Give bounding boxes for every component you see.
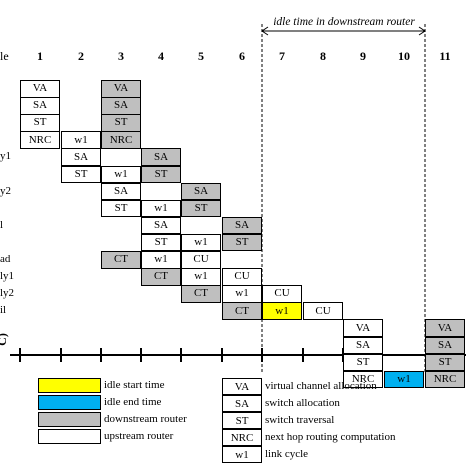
pipeline-cell: ST: [61, 165, 101, 184]
pipeline-cell: w1: [181, 233, 221, 252]
cycle-header-4: 4: [158, 49, 164, 63]
legend-abbr-label: link cycle: [265, 448, 309, 460]
pipeline-cell: ST: [101, 199, 141, 218]
legend-abbr-label: switch traversal: [265, 414, 335, 426]
axis-label: C): [0, 333, 9, 346]
legend-label: upstream router: [104, 430, 174, 442]
pipeline-cell: ST: [343, 353, 383, 372]
legend-abbr-label: virtual channel allocation: [265, 380, 377, 392]
row-label: l: [0, 218, 4, 231]
legend-label: idle start time: [104, 379, 165, 391]
pipeline-cell: VA: [20, 80, 60, 98]
pipeline-cell: CT: [222, 302, 262, 320]
pipeline-cell: w1: [141, 199, 181, 218]
pipeline-cell: ST: [181, 199, 221, 218]
legend-abbr-box: SA: [222, 395, 262, 412]
pipeline-cell: ST: [141, 233, 181, 252]
cycle-header-2: 2: [78, 49, 84, 63]
pipeline-cell: NRC: [343, 370, 383, 389]
pipeline-cell: w1: [101, 165, 141, 184]
pipeline-cell: ST: [141, 165, 181, 184]
legend-swatch: [38, 395, 101, 410]
cycle-header-8: 8: [320, 49, 326, 63]
pipeline-cell: CU: [222, 268, 262, 286]
legend-abbr-box: VA: [222, 378, 262, 395]
legend-abbr-label: next hop routing computation: [265, 431, 396, 443]
pipeline-cell: SA: [343, 336, 383, 355]
pipeline-cell: w1: [61, 131, 101, 149]
idle-time-banner: idle time in downstream router: [273, 16, 415, 28]
cycle-header-10: 10: [398, 49, 410, 63]
pipeline-cell: SA: [425, 336, 465, 355]
pipeline-cell: SA: [141, 148, 181, 166]
cycle-header-11: 11: [439, 49, 451, 63]
pipeline-cell: w1: [181, 268, 221, 286]
pipeline-cell: CT: [141, 268, 181, 286]
cycle-header-5: 5: [198, 49, 204, 63]
legend-abbr-box: w1: [222, 446, 262, 463]
cycle-header-7: 7: [279, 49, 285, 63]
pipeline-cell: NRC: [101, 131, 141, 149]
pipeline-cell: SA: [141, 216, 181, 235]
pipeline-cell: ST: [222, 233, 262, 252]
pipeline-cell: SA: [222, 216, 262, 235]
cycle-header-3: 3: [118, 49, 124, 63]
pipeline-cell: VA: [101, 80, 141, 98]
pipeline-cell: CU: [262, 285, 302, 303]
pipeline-cell: SA: [101, 182, 141, 201]
pipeline-cell: SA: [20, 97, 60, 115]
pipeline-cell: CU: [181, 251, 221, 269]
pipeline-cell: CU: [303, 302, 343, 320]
legend-abbr-box: NRC: [222, 429, 262, 446]
pipeline-cell: w1: [262, 302, 302, 320]
pipeline-cell: SA: [61, 148, 101, 166]
legend-swatch: [38, 429, 101, 444]
header-label: le: [0, 49, 9, 63]
row-label: y2: [0, 184, 11, 197]
pipeline-cell: ST: [20, 114, 60, 132]
pipeline-cell: NRC: [20, 131, 60, 149]
pipeline-cell: CT: [101, 251, 141, 269]
pipeline-cell: ST: [101, 114, 141, 132]
cycle-header-9: 9: [360, 49, 366, 63]
cycle-header-1: 1: [37, 49, 43, 63]
pipeline-cell: w1: [222, 285, 262, 303]
cycle-header-6: 6: [239, 49, 245, 63]
row-label: ly2: [0, 287, 15, 300]
pipeline-cell: CT: [181, 285, 221, 303]
legend-swatch: [38, 378, 101, 393]
pipeline-cell: NRC: [425, 370, 465, 389]
pipeline-cell: w1: [141, 251, 181, 269]
pipeline-cell: SA: [101, 97, 141, 115]
legend-abbr-label: switch allocation: [265, 397, 340, 409]
pipeline-cell: VA: [343, 319, 383, 337]
row-label: il: [0, 304, 7, 317]
pipeline-cell: SA: [181, 182, 221, 201]
row-label: ad: [0, 253, 11, 265]
legend-label: idle end time: [104, 396, 162, 408]
legend-swatch: [38, 412, 101, 427]
row-label: ly1: [0, 270, 15, 283]
pipeline-cell: w1: [384, 370, 424, 389]
legend-label: downstream router: [104, 413, 187, 425]
pipeline-cell: ST: [425, 353, 465, 372]
row-label: y1: [0, 150, 11, 163]
legend-abbr-box: ST: [222, 412, 262, 429]
pipeline-cell: VA: [425, 319, 465, 337]
